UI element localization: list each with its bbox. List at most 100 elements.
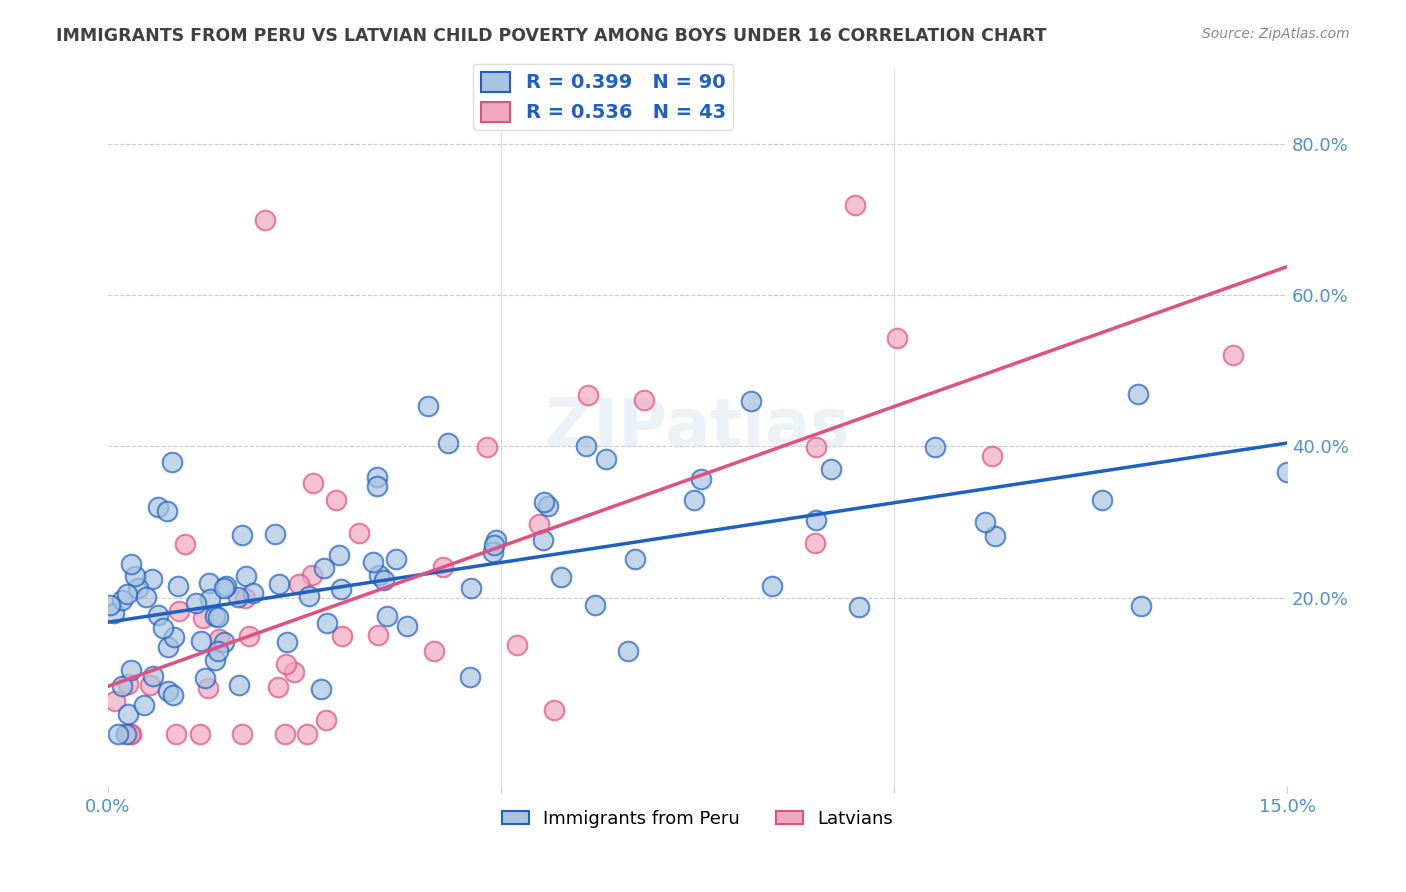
- Point: [156, 504, 179, 518]
- Point: [315, 713, 337, 727]
- Point: [316, 615, 339, 630]
- Point: [384, 551, 406, 566]
- Point: [120, 557, 142, 571]
- Point: [1126, 387, 1149, 401]
- Point: [111, 679, 134, 693]
- Point: [107, 726, 129, 740]
- Point: [295, 726, 318, 740]
- Point: [104, 694, 127, 708]
- Point: [288, 577, 311, 591]
- Point: [302, 475, 325, 490]
- Point: [583, 598, 606, 612]
- Point: [804, 513, 827, 527]
- Point: [235, 568, 257, 582]
- Point: [309, 681, 332, 696]
- Point: [117, 587, 139, 601]
- Point: [254, 212, 277, 227]
- Point: [375, 609, 398, 624]
- Point: [550, 570, 572, 584]
- Point: [242, 585, 264, 599]
- Point: [683, 493, 706, 508]
- Point: [418, 400, 440, 414]
- Point: [263, 527, 285, 541]
- Point: [458, 670, 481, 684]
- Point: [886, 331, 908, 345]
- Point: [436, 436, 458, 450]
- Point: [623, 552, 645, 566]
- Point: [103, 606, 125, 620]
- Point: [141, 572, 163, 586]
- Point: [174, 536, 197, 550]
- Point: [207, 610, 229, 624]
- Point: [482, 545, 505, 559]
- Point: [1275, 465, 1298, 479]
- Point: [212, 635, 235, 649]
- Text: IMMIGRANTS FROM PERU VS LATVIAN CHILD POVERTY AMONG BOYS UNDER 16 CORRELATION CH: IMMIGRANTS FROM PERU VS LATVIAN CHILD PO…: [56, 27, 1047, 45]
- Point: [531, 533, 554, 547]
- Point: [204, 653, 226, 667]
- Point: [806, 440, 828, 454]
- Point: [366, 470, 388, 484]
- Point: [283, 665, 305, 679]
- Point: [267, 576, 290, 591]
- Point: [328, 548, 350, 562]
- Point: [226, 590, 249, 604]
- Point: [120, 726, 142, 740]
- Point: [617, 643, 640, 657]
- Point: [163, 631, 186, 645]
- Point: [165, 726, 187, 740]
- Point: [276, 635, 298, 649]
- Point: [347, 525, 370, 540]
- Point: [1222, 348, 1244, 362]
- Point: [98, 598, 121, 612]
- Point: [460, 581, 482, 595]
- Point: [367, 568, 389, 582]
- Point: [533, 495, 555, 509]
- Point: [740, 393, 762, 408]
- Point: [984, 529, 1007, 543]
- Point: [198, 576, 221, 591]
- Point: [844, 197, 866, 211]
- Point: [167, 579, 190, 593]
- Point: [152, 621, 174, 635]
- Point: [475, 440, 498, 454]
- Point: [193, 611, 215, 625]
- Point: [162, 688, 184, 702]
- Point: [215, 579, 238, 593]
- Point: [576, 388, 599, 402]
- Point: [134, 698, 156, 712]
- Point: [188, 726, 211, 740]
- Point: [146, 608, 169, 623]
- Point: [146, 500, 169, 514]
- Point: [761, 579, 783, 593]
- Point: [1129, 599, 1152, 614]
- Point: [233, 591, 256, 606]
- Point: [506, 639, 529, 653]
- Point: [231, 528, 253, 542]
- Point: [820, 462, 842, 476]
- Point: [212, 581, 235, 595]
- Point: [267, 680, 290, 694]
- Point: [231, 726, 253, 740]
- Point: [118, 726, 141, 740]
- Point: [194, 672, 217, 686]
- Point: [366, 479, 388, 493]
- Point: [127, 582, 149, 596]
- Point: [238, 629, 260, 643]
- Point: [142, 669, 165, 683]
- Point: [529, 516, 551, 531]
- Point: [156, 640, 179, 654]
- Point: [482, 538, 505, 552]
- Point: [361, 555, 384, 569]
- Point: [228, 678, 250, 692]
- Point: [633, 392, 655, 407]
- Point: [373, 573, 395, 587]
- Point: [157, 684, 180, 698]
- Point: [167, 604, 190, 618]
- Point: [208, 632, 231, 647]
- Point: [298, 589, 321, 603]
- Point: [198, 591, 221, 606]
- Point: [848, 600, 870, 615]
- Point: [117, 676, 139, 690]
- Point: [689, 472, 711, 486]
